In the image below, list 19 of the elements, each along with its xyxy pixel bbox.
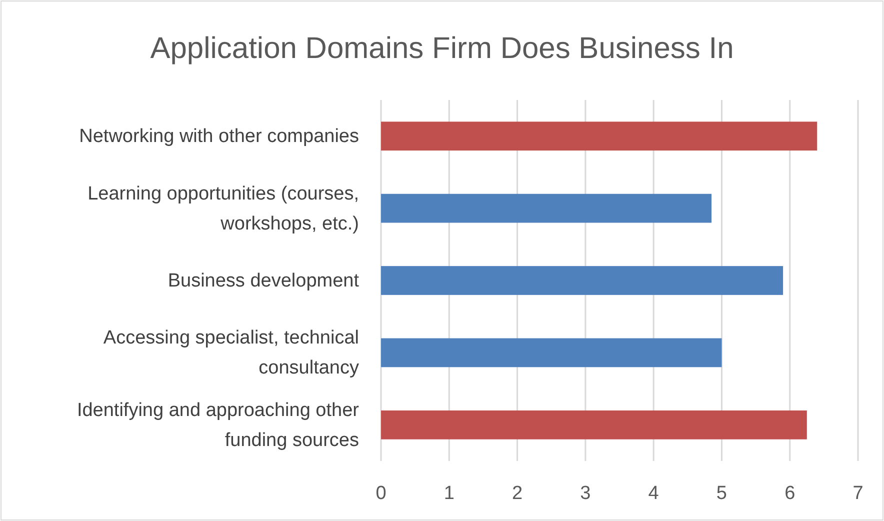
bar: [381, 338, 722, 368]
x-tick-label: 5: [716, 483, 728, 504]
bar: [381, 122, 818, 151]
y-tick-label: Accessing specialist, technical consultancy: [103, 328, 360, 379]
x-tick-label: 1: [444, 483, 454, 504]
bar: [381, 410, 807, 440]
bar: [381, 266, 784, 295]
x-tick-label: 6: [784, 483, 796, 504]
y-tick-label: Business development: [168, 270, 360, 292]
y-tick-label: Networking with other companies: [79, 126, 359, 148]
y-tick-label: Learning opportunities (courses, workshops, etc.): [88, 183, 359, 234]
y-tick-label: Identifying and approaching other funding sources: [76, 400, 360, 451]
x-tick-label: 3: [580, 483, 591, 504]
x-tick-label: 4: [648, 483, 660, 504]
x-tick-label: 2: [512, 483, 523, 504]
bar: [381, 194, 712, 223]
x-tick-label: 7: [852, 483, 864, 504]
x-tick-label: 0: [376, 483, 386, 504]
chart-title: Application Domains Firm Does Business In: [150, 32, 734, 65]
